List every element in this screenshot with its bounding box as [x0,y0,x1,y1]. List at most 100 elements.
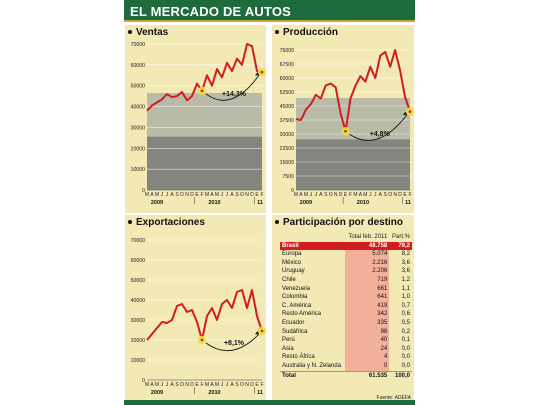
x-tick-label: D [250,382,254,388]
y-tick-label: 15000 [280,160,295,166]
total-cell: 719 [345,275,390,285]
y-tick-label: 20000 [131,146,146,152]
x-tick-label: J [161,382,164,388]
x-tick-label: A [359,192,363,198]
table-row: Sudáfrica 98 0,2 [280,327,412,337]
share-cell: 0,2 [401,328,410,335]
change-annotation: +4,8% [370,131,391,138]
x-tick-label: M [363,192,367,198]
background-photo [147,136,262,190]
total-share: 100,0 [389,370,412,381]
y-tick-label: 20000 [131,338,146,344]
share-cell: 0,7 [401,302,410,309]
share-cell: 0,1 [401,337,410,344]
share-cell: 0,5 [401,319,410,326]
chart-title: Exportaciones [136,217,205,228]
y-tick-label: 7500 [282,174,294,180]
y-tick-label: 67500 [280,62,295,68]
x-tick-label: S [235,192,239,198]
destination-cell: Europa [282,251,302,258]
series-line [146,289,263,341]
background-photo [296,139,410,190]
panel-title-exportaciones: Exportaciones [128,217,205,228]
table-row: Colombia 641 1,0 [280,293,412,302]
total-label: Total [280,370,346,381]
bullet-icon [128,220,132,225]
bullet-icon [275,30,279,35]
y-tick-label: 75000 [280,48,295,54]
arrow-head-icon [255,72,259,76]
data-point [200,89,204,93]
x-tick-label: O [240,382,244,388]
x-tick-label: O [180,382,184,388]
x-tick-label: S [324,192,328,198]
y-tick-label: 0 [142,188,145,194]
data-point [260,329,264,333]
chart-produccion: 0 7500 15000 22500 30000 37500 45000 52500 60000… [280,48,414,206]
total-cell: 2.206 [345,267,390,276]
data-point [344,129,347,133]
x-tick-label: M [145,382,149,388]
panel-title-participacion: Participación por destino [275,217,403,228]
y-tick-label: 22500 [280,146,295,152]
x-tick-label: J [226,192,229,198]
x-tick-label: N [245,382,249,388]
y-tick-label: 45000 [280,104,295,110]
data-point [200,338,204,342]
y-tick-label: 10000 [131,358,146,364]
x-tick-label: A [150,192,154,198]
x-tick-label: M [215,382,219,388]
x-tick-label: M [294,192,298,198]
x-tick-label: J [310,192,313,198]
x-tick-label: A [230,192,234,198]
destination-cell: Chile [282,276,296,283]
x-tick-label: E [255,192,259,198]
y-tick-label: 50000 [131,84,146,90]
destination-cell: Colombia [282,294,308,301]
share-cell: 79,2 [389,241,412,251]
x-tick-label: E [195,192,199,198]
table-row: Resto África 4 0,0 [280,353,412,362]
x-tick-label: A [170,382,174,388]
y-tick-label: 52500 [280,90,295,96]
table-row: Brasil 48.758 79,2 [280,241,412,251]
x-tick-label: S [384,192,388,198]
panel-title-produccion: Producción [275,27,338,38]
x-tick-label: N [334,192,338,198]
page-title: EL MERCADO DE AUTOS [130,4,292,19]
destination-cell: Ecuador [282,319,305,326]
total-cell: 335 [345,318,390,328]
y-tick-label: 50000 [131,278,146,284]
x-tick-label: J [161,192,164,198]
x-tick-label: E [344,192,348,198]
table-row: C. América 419 0,7 [280,301,412,311]
y-tick-label: 0 [291,188,294,194]
total-cell: 641 [345,293,390,302]
total-cell: 48.758 [345,241,390,251]
change-annotation: +8,1% [224,340,245,347]
x-tick-label: F [200,192,203,198]
year-label: 11 [257,200,263,206]
total-cell: 98 [345,327,390,337]
x-tick-label: J [374,192,377,198]
x-tick-label: D [398,192,402,198]
table-row: Perú 40 0,1 [280,336,412,345]
total-cell: 342 [345,310,390,319]
chart-title: Producción [283,27,339,38]
table-row: México 2.216 3,6 [280,258,412,268]
destination-cell: Sudáfrica [282,328,308,335]
x-tick-label: M [304,192,308,198]
y-tick-label: 40000 [131,105,146,111]
x-tick-label: J [166,192,169,198]
x-tick-label: M [353,192,357,198]
change-annotation: +14,3% [222,91,247,98]
share-cell: 0,0 [401,345,410,352]
x-tick-label: J [221,382,224,388]
x-tick-label: A [230,382,234,388]
y-tick-label: 0 [142,378,145,384]
year-label: 11 [405,200,411,206]
year-label: 2009 [300,200,312,206]
destination-cell: Brasil [280,241,346,251]
x-tick-label: M [155,192,159,198]
year-label: 11 [257,390,263,396]
